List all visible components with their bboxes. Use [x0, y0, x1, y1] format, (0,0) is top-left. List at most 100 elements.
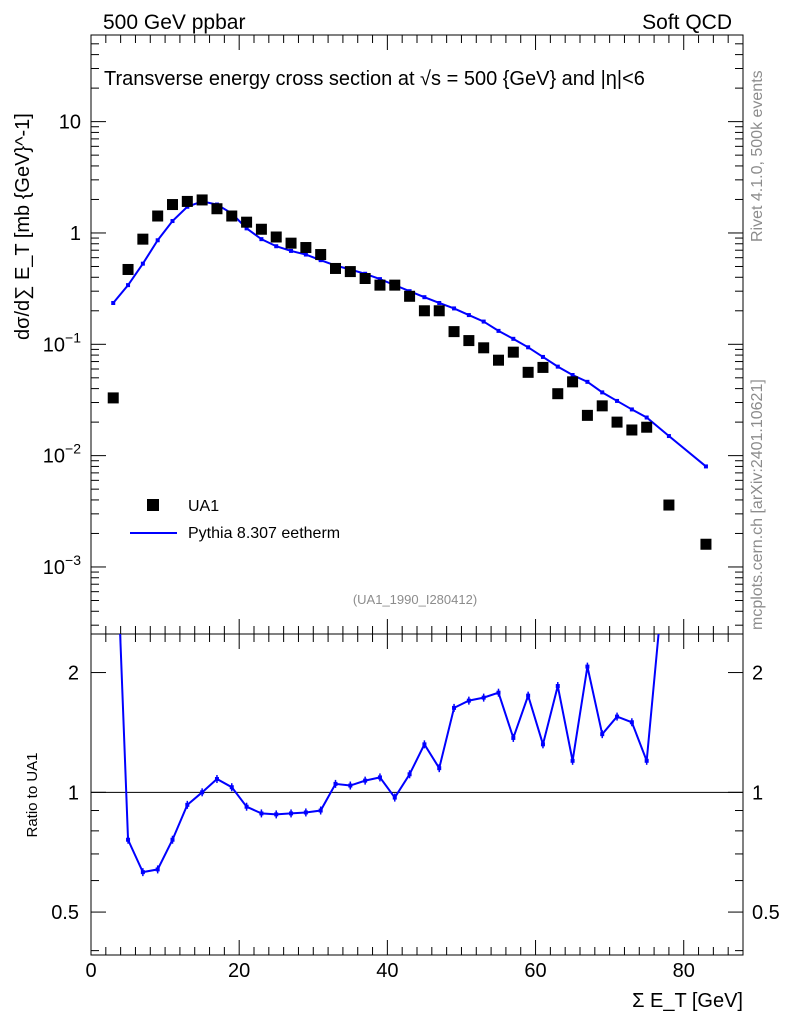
- ratio-point: [392, 795, 397, 800]
- ratio-point: [229, 785, 234, 790]
- mcplots-label: mcplots.cern.ch [arXiv:2401.10621]: [749, 379, 766, 630]
- ratio-point: [333, 781, 338, 786]
- data-point: [626, 424, 638, 436]
- mc-series: [111, 199, 708, 469]
- mc-point: [111, 300, 116, 305]
- data-point: [611, 416, 623, 428]
- mc-point: [600, 390, 605, 395]
- mc-point: [437, 300, 442, 305]
- ratio-point: [214, 777, 219, 782]
- mc-point: [289, 248, 294, 253]
- main-ylabel: dσ/d∑ E_T [mb {GeV}^-1]: [12, 113, 34, 340]
- data-point: [552, 388, 564, 400]
- data-point: [522, 366, 534, 378]
- ratio-point: [422, 742, 427, 747]
- data-point: [537, 361, 549, 373]
- ratio-y-tick-label-right: 0.5: [752, 902, 780, 924]
- header-right: Soft QCD: [642, 11, 732, 34]
- mc-point: [155, 238, 160, 243]
- mc-point: [244, 226, 249, 231]
- ratio-line: [119, 634, 660, 874]
- ratio-point: [303, 810, 308, 815]
- ratio-point: [259, 811, 264, 816]
- mc-point: [555, 364, 560, 369]
- data-point: [700, 538, 712, 550]
- data-point: [122, 263, 134, 275]
- mc-point: [496, 328, 501, 333]
- data-point: [167, 199, 178, 211]
- ratio-point: [540, 742, 545, 747]
- data-point: [330, 262, 341, 274]
- ratio-frame: [90, 633, 744, 956]
- data-point: [211, 203, 223, 215]
- mc-point: [318, 258, 323, 263]
- mc-point: [526, 345, 531, 350]
- data-point: [663, 499, 675, 511]
- header-left: 500 GeV ppbar: [103, 11, 245, 34]
- x-tick-label: 60: [524, 960, 546, 982]
- data-point: [359, 272, 371, 284]
- ratio-point: [629, 720, 634, 725]
- data-point: [300, 242, 312, 254]
- ratio-point: [570, 758, 575, 763]
- ratio-y-tick-label: 2: [68, 663, 79, 685]
- mc-point: [170, 219, 175, 224]
- ratio-ylabel: Ratio to UA1: [24, 752, 41, 837]
- data-point: [596, 400, 608, 412]
- ratio-point: [600, 732, 605, 737]
- ratio-series: [111, 452, 664, 877]
- main-y-tick-labels: 10−3 10−2 10−1 1 10: [43, 112, 81, 579]
- ratio-point: [185, 802, 190, 807]
- data-point: [493, 354, 504, 366]
- ratio-y-tick-label: 1: [68, 782, 79, 804]
- main-y-tick-label: 10−2: [43, 441, 81, 468]
- data-point: [418, 305, 430, 317]
- x-tick-label: 20: [228, 960, 250, 982]
- legend-data-label: UA1: [188, 498, 219, 515]
- mc-point: [422, 295, 427, 300]
- ratio-point: [111, 452, 115, 456]
- legend: UA1 Pythia 8.307 eetherm: [130, 498, 340, 542]
- ratio-tick-labels: 0.5 0.51 12 20 20 40 60 80: [51, 663, 780, 982]
- data-point: [389, 279, 401, 291]
- data-point: [255, 223, 267, 235]
- ratio-point: [660, 600, 664, 604]
- data-point: [181, 195, 193, 207]
- ratio-point: [526, 693, 531, 698]
- mc-point: [570, 372, 575, 377]
- ratio-point: [363, 778, 368, 783]
- ratio-point: [289, 811, 294, 816]
- legend-mc-label: Pythia 8.307 eetherm: [188, 525, 340, 542]
- ratio-point: [511, 735, 516, 740]
- mc-point: [629, 407, 634, 412]
- data-point: [315, 249, 327, 261]
- ratio-point: [407, 772, 412, 777]
- ratio-point: [140, 870, 145, 875]
- mc-point: [303, 252, 308, 257]
- main-panel: 10−3 10−2 10−1 1 10 Transverse energy cross …: [12, 34, 744, 635]
- ratio-point: [126, 837, 131, 842]
- data-point: [344, 266, 356, 278]
- data-point: [226, 210, 238, 222]
- ratio-axis-ticks: [90, 634, 744, 955]
- ratio-point: [644, 758, 649, 763]
- ratio-point: [318, 808, 323, 813]
- ratio-point: [244, 804, 249, 809]
- ratio-point: [452, 705, 457, 710]
- mc-point: [140, 261, 145, 266]
- ratio-point: [348, 783, 353, 788]
- mc-point: [703, 464, 708, 469]
- data-point: [107, 392, 119, 404]
- main-frame: [90, 34, 744, 635]
- data-point: [463, 335, 475, 347]
- x-axis-label: Σ E_T [GeV]: [632, 990, 743, 1012]
- ratio-point: [200, 790, 205, 795]
- main-y-tick-label: 10−1: [43, 329, 81, 356]
- x-tick-label: 80: [673, 960, 695, 982]
- mc-point: [615, 398, 620, 403]
- mc-point: [259, 237, 264, 242]
- ratio-point: [615, 714, 620, 719]
- main-y-tick-label: 10−3: [43, 552, 81, 579]
- data-point: [196, 194, 208, 206]
